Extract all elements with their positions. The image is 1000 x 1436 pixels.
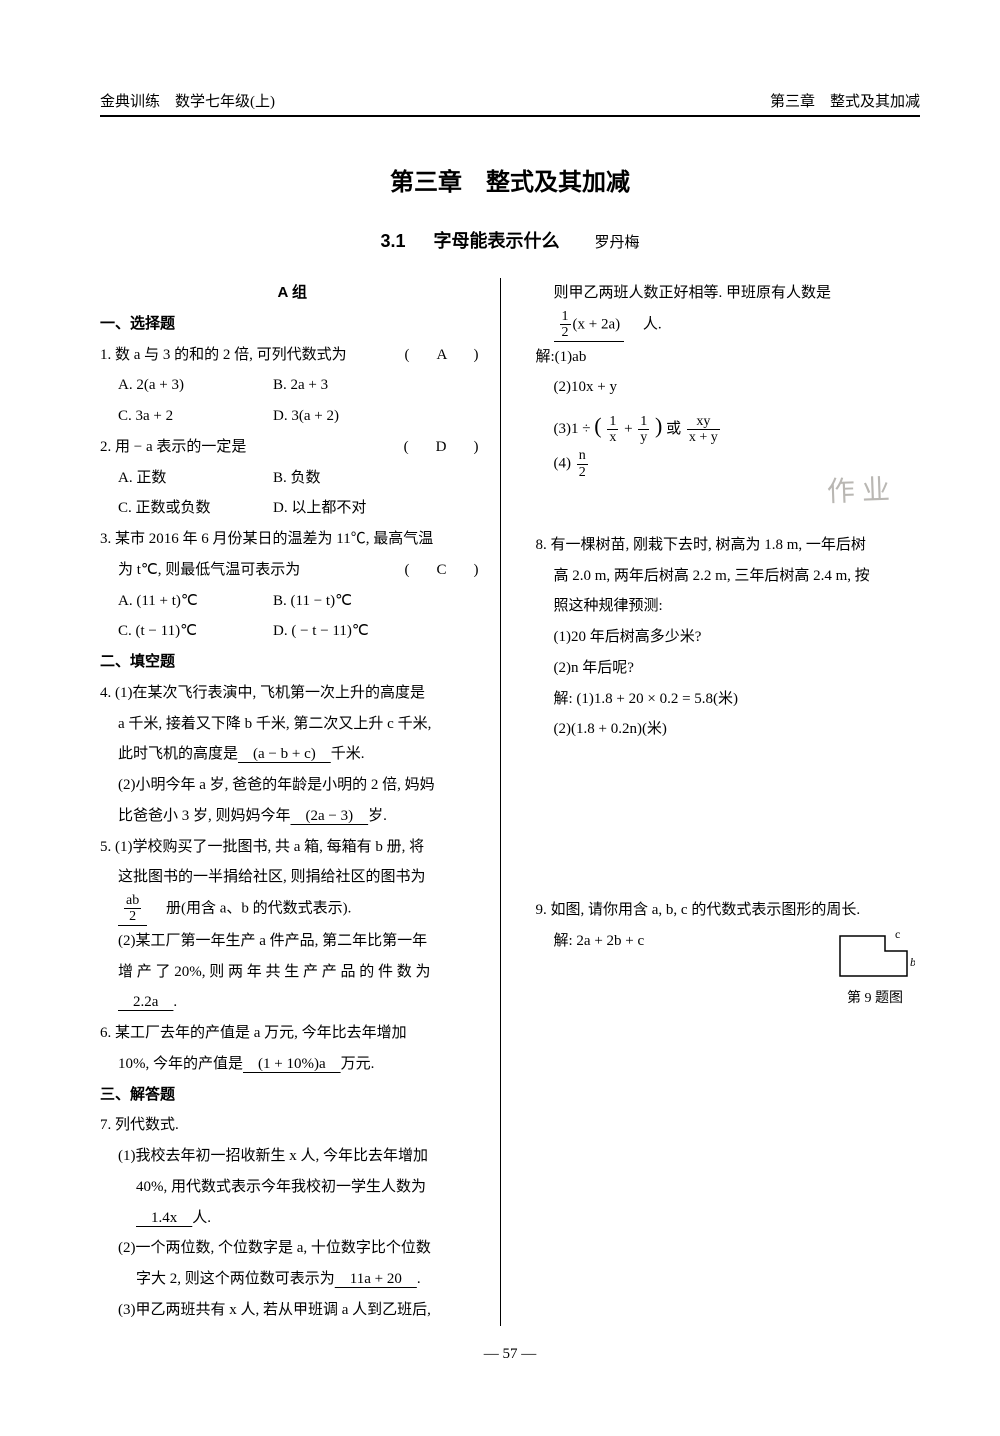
- figure-9-caption: 第 9 题图: [830, 985, 920, 1014]
- section-1-head: 一、选择题: [100, 309, 485, 340]
- svg-text:c: c: [895, 927, 900, 941]
- section-2-head: 二、填空题: [100, 647, 485, 678]
- q3-opts-row2: C. (t − 11)℃D. ( − t − 11)℃: [100, 616, 485, 647]
- sol-3: (3)1 ÷ ( 1x + 1y ) 或 xyx + y: [536, 403, 921, 448]
- q7-p1b: 40%, 用代数式表示今年我校初一学生人数为: [100, 1172, 485, 1203]
- svg-text:a: a: [871, 977, 877, 981]
- q1-opts-row2: C. 3a + 2D. 3(a + 2): [100, 401, 485, 432]
- q5-p2-answer: 2.2a: [118, 994, 173, 1010]
- question-4-p1a: 4. (1)在某次飞行表演中, 飞机第一次上升的高度是: [100, 678, 485, 709]
- sol-head: 解:(1)ab: [536, 342, 921, 373]
- question-8-a1: 解: (1)1.8 + 20 × 0.2 = 5.8(米): [536, 684, 921, 715]
- page-footer: — 57 —: [100, 1346, 920, 1363]
- question-6-l1: 6. 某工厂去年的产值是 a 万元, 今年比去年增加: [100, 1018, 485, 1049]
- question-5-p2a: (2)某工厂第一年生产 a 件产品, 第二年比第一年: [100, 926, 485, 957]
- q7r-ans: 12(x + 2a) 人.: [536, 309, 921, 342]
- section-number: 3.1: [380, 231, 405, 251]
- q2-opts-row2: C. 正数或负数D. 以上都不对: [100, 493, 485, 524]
- q2-opts-row1: A. 正数B. 负数: [100, 463, 485, 494]
- question-1: 1. 数 a 与 3 的和的 2 倍, 可列代数式为 ( A ): [100, 340, 485, 371]
- sol-2: (2)10x + y: [536, 372, 921, 403]
- question-2: 2. 用 − a 表示的一定是 ( D ): [100, 432, 485, 463]
- q7-p2-answer: 11a + 20: [335, 1271, 417, 1287]
- question-5-p1a: 5. (1)学校购买了一批图书, 共 a 箱, 每箱有 b 册, 将: [100, 832, 485, 863]
- q4-p1-answer: (a − b + c): [238, 746, 331, 762]
- question-4-p2a: (2)小明今年 a 岁, 爸爸的年龄是小明的 2 倍, 妈妈: [100, 770, 485, 801]
- q2-answer: ( D ): [404, 432, 485, 463]
- q7-p1-answer: 1.4x: [136, 1210, 192, 1226]
- q1-opts-row1: A. 2(a + 3)B. 2a + 3: [100, 370, 485, 401]
- question-5-p1c: ab2 册(用含 a、b 的代数式表示).: [100, 893, 485, 926]
- question-5-p2c: 2.2a .: [100, 987, 485, 1018]
- question-8-l1: 8. 有一棵树苗, 刚栽下去时, 树高为 1.8 m, 一年后树: [536, 530, 921, 561]
- question-8-q1: (1)20 年后树高多少米?: [536, 622, 921, 653]
- question-7-stem: 7. 列代数式.: [100, 1110, 485, 1141]
- q7-p1a: (1)我校去年初一招收新生 x 人, 今年比去年增加: [100, 1141, 485, 1172]
- question-3-line1: 3. 某市 2016 年 6 月份某日的温差为 11℃, 最高气温: [100, 524, 485, 555]
- column-left: A 组 一、选择题 1. 数 a 与 3 的和的 2 倍, 可列代数式为 ( A…: [100, 278, 501, 1326]
- q3-answer: ( C ): [405, 555, 485, 586]
- header-left: 金典训练 数学七年级(上): [100, 90, 275, 111]
- question-6-l2: 10%, 今年的产值是 (1 + 10%)a 万元.: [100, 1049, 485, 1080]
- question-4-p2b: 比爸爸小 3 岁, 则妈妈今年 (2a − 3) 岁.: [100, 801, 485, 832]
- q4-p2-answer: (2a − 3): [291, 808, 369, 824]
- group-a-label: A 组: [100, 278, 485, 309]
- question-5-p1b: 这批图书的一半捐给社区, 则捐给社区的图书为: [100, 862, 485, 893]
- question-3-line2: 为 t℃, 则最低气温可表示为 ( C ): [100, 555, 485, 586]
- question-9-stem: 9. 如图, 请你用含 a, b, c 的代数式表示图形的周长.: [536, 895, 921, 926]
- question-4-p1c: 此时飞机的高度是 (a − b + c) 千米.: [100, 739, 485, 770]
- question-8-q2: (2)n 年后呢?: [536, 653, 921, 684]
- question-8-l2: 高 2.0 m, 两年后树高 2.2 m, 三年后树高 2.4 m, 按: [536, 561, 921, 592]
- column-right: 则甲乙两班人数正好相等. 甲班原有人数是 12(x + 2a) 人. 解:(1)…: [531, 278, 921, 1326]
- q7-p1c: 1.4x 人.: [100, 1203, 485, 1234]
- q7r-l1: 则甲乙两班人数正好相等. 甲班原有人数是: [536, 278, 921, 309]
- svg-text:b: b: [910, 955, 915, 969]
- q1-answer: ( A ): [405, 340, 485, 371]
- figure-9: c b a 第 9 题图: [830, 926, 920, 1014]
- q6-answer: (1 + 10%)a: [243, 1056, 341, 1072]
- question-8-l3: 照这种规律预测:: [536, 591, 921, 622]
- question-4-p1b: a 千米, 接着又下降 b 千米, 第二次又上升 c 千米,: [100, 709, 485, 740]
- q3-opts-row1: A. (11 + t)℃B. (11 − t)℃: [100, 586, 485, 617]
- q7-p3: (3)甲乙两班共有 x 人, 若从甲班调 a 人到乙班后,: [100, 1295, 485, 1326]
- chapter-title: 第三章 整式及其加减: [100, 162, 920, 197]
- q7-p2b: 字大 2, 则这个两位数可表示为 11a + 20 .: [100, 1264, 485, 1295]
- header-right: 第三章 整式及其加减: [770, 90, 920, 111]
- question-8-a2: (2)(1.8 + 0.2n)(米): [536, 714, 921, 745]
- watermark-text: 作 业: [826, 462, 891, 522]
- section-author: 罗丹梅: [595, 234, 640, 251]
- section-title: 字母能表示什么: [434, 231, 560, 251]
- section-3-head: 三、解答题: [100, 1080, 485, 1111]
- question-5-p2b: 增 产 了 20%, 则 两 年 共 生 产 产 品 的 件 数 为: [100, 957, 485, 988]
- q7-p2a: (2)一个两位数, 个位数字是 a, 十位数字比个位数: [100, 1233, 485, 1264]
- figure-9-svg: c b a: [835, 926, 915, 981]
